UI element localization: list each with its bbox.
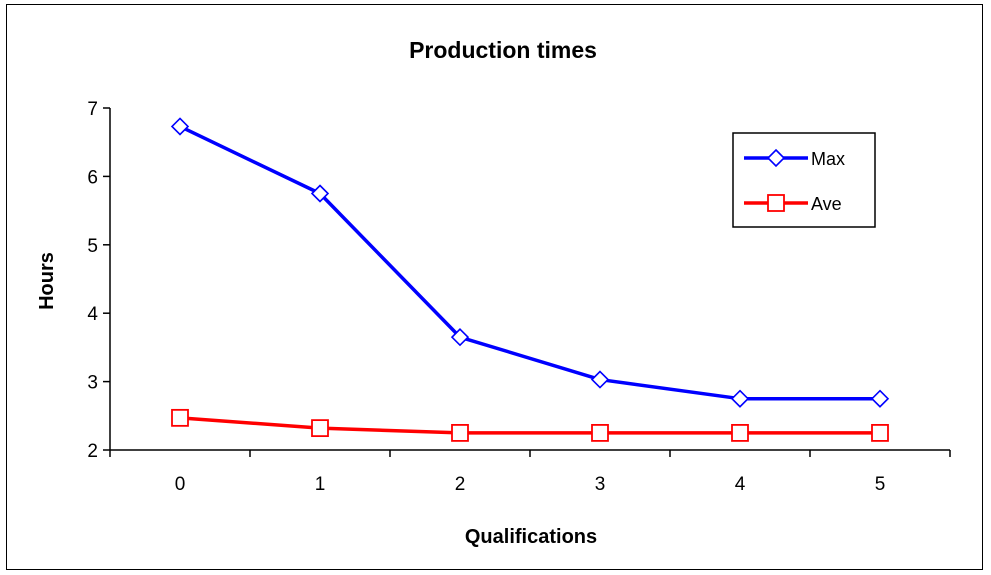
data-point-ave bbox=[451, 423, 469, 442]
y-tick-label: 4 bbox=[87, 304, 98, 325]
x-tick-label: 2 bbox=[455, 474, 466, 495]
y-tick-label: 6 bbox=[87, 167, 98, 188]
data-point-max bbox=[870, 389, 890, 408]
series-max bbox=[170, 117, 890, 408]
legend-item-ave: Ave bbox=[744, 194, 842, 214]
data-point-max bbox=[590, 370, 610, 389]
data-point-ave bbox=[171, 408, 189, 427]
x-axis-label: Qualifications bbox=[465, 526, 597, 548]
data-point-max bbox=[730, 389, 750, 408]
legend: Max Ave bbox=[732, 132, 876, 228]
x-tick-label: 3 bbox=[595, 474, 606, 495]
y-axis-ticks: 2 3 4 5 6 7 bbox=[87, 99, 110, 462]
x-tick-label: 5 bbox=[875, 474, 886, 495]
chart-title: Production times bbox=[409, 37, 597, 63]
series-line-max bbox=[179, 124, 880, 401]
x-axis-ticks: 0 1 2 3 4 5 bbox=[109, 450, 951, 495]
y-tick-label: 2 bbox=[87, 441, 98, 462]
legend-marker bbox=[766, 148, 786, 168]
legend-item-max: Max bbox=[744, 148, 845, 169]
x-tick-label: 4 bbox=[735, 474, 746, 495]
data-point-max bbox=[450, 328, 470, 347]
legend-label: Max bbox=[811, 149, 845, 169]
data-point-ave bbox=[731, 423, 749, 442]
x-tick-label: 1 bbox=[315, 474, 326, 495]
data-point-ave bbox=[871, 423, 889, 442]
legend-label: Ave bbox=[811, 194, 842, 214]
data-point-max bbox=[170, 117, 190, 136]
data-point-ave bbox=[311, 419, 329, 438]
y-tick-label: 7 bbox=[87, 99, 98, 120]
legend-marker bbox=[767, 194, 785, 212]
x-tick-label: 0 bbox=[175, 474, 186, 495]
y-tick-label: 5 bbox=[87, 236, 98, 257]
data-point-max bbox=[310, 184, 330, 203]
legend-box bbox=[732, 132, 876, 228]
series-line-ave bbox=[179, 416, 880, 435]
series-layer bbox=[170, 117, 890, 442]
y-axis-label: Hours bbox=[36, 252, 58, 310]
y-tick-label: 3 bbox=[87, 373, 98, 394]
series-ave bbox=[171, 408, 889, 442]
data-point-ave bbox=[591, 423, 609, 442]
